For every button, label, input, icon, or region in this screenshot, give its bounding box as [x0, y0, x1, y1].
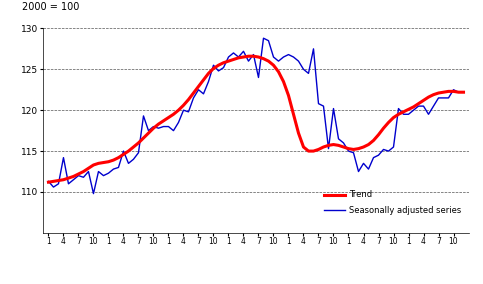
Seasonally adjusted series	[236, 55, 242, 59]
Seasonally adjusted series	[91, 192, 97, 195]
Seasonally adjusted series	[461, 91, 467, 94]
Text: 2000 = 100: 2000 = 100	[22, 2, 80, 12]
Trend	[71, 175, 76, 178]
Legend: Trend, Seasonally adjusted series: Trend, Seasonally adjusted series	[320, 187, 464, 218]
Trend	[366, 143, 371, 146]
Trend	[256, 55, 261, 59]
Trend	[385, 121, 391, 124]
Seasonally adjusted series	[51, 185, 57, 189]
Seasonally adjusted series	[261, 37, 267, 40]
Line: Trend: Trend	[48, 56, 464, 182]
Seasonally adjusted series	[391, 145, 397, 149]
Trend	[245, 55, 251, 58]
Seasonally adjusted series	[71, 178, 76, 181]
Seasonally adjusted series	[256, 76, 261, 79]
Line: Seasonally adjusted series: Seasonally adjusted series	[48, 38, 464, 194]
Trend	[45, 180, 51, 184]
Trend	[230, 58, 236, 61]
Seasonally adjusted series	[370, 156, 376, 159]
Trend	[461, 91, 467, 94]
Trend	[51, 180, 57, 183]
Seasonally adjusted series	[45, 180, 51, 183]
